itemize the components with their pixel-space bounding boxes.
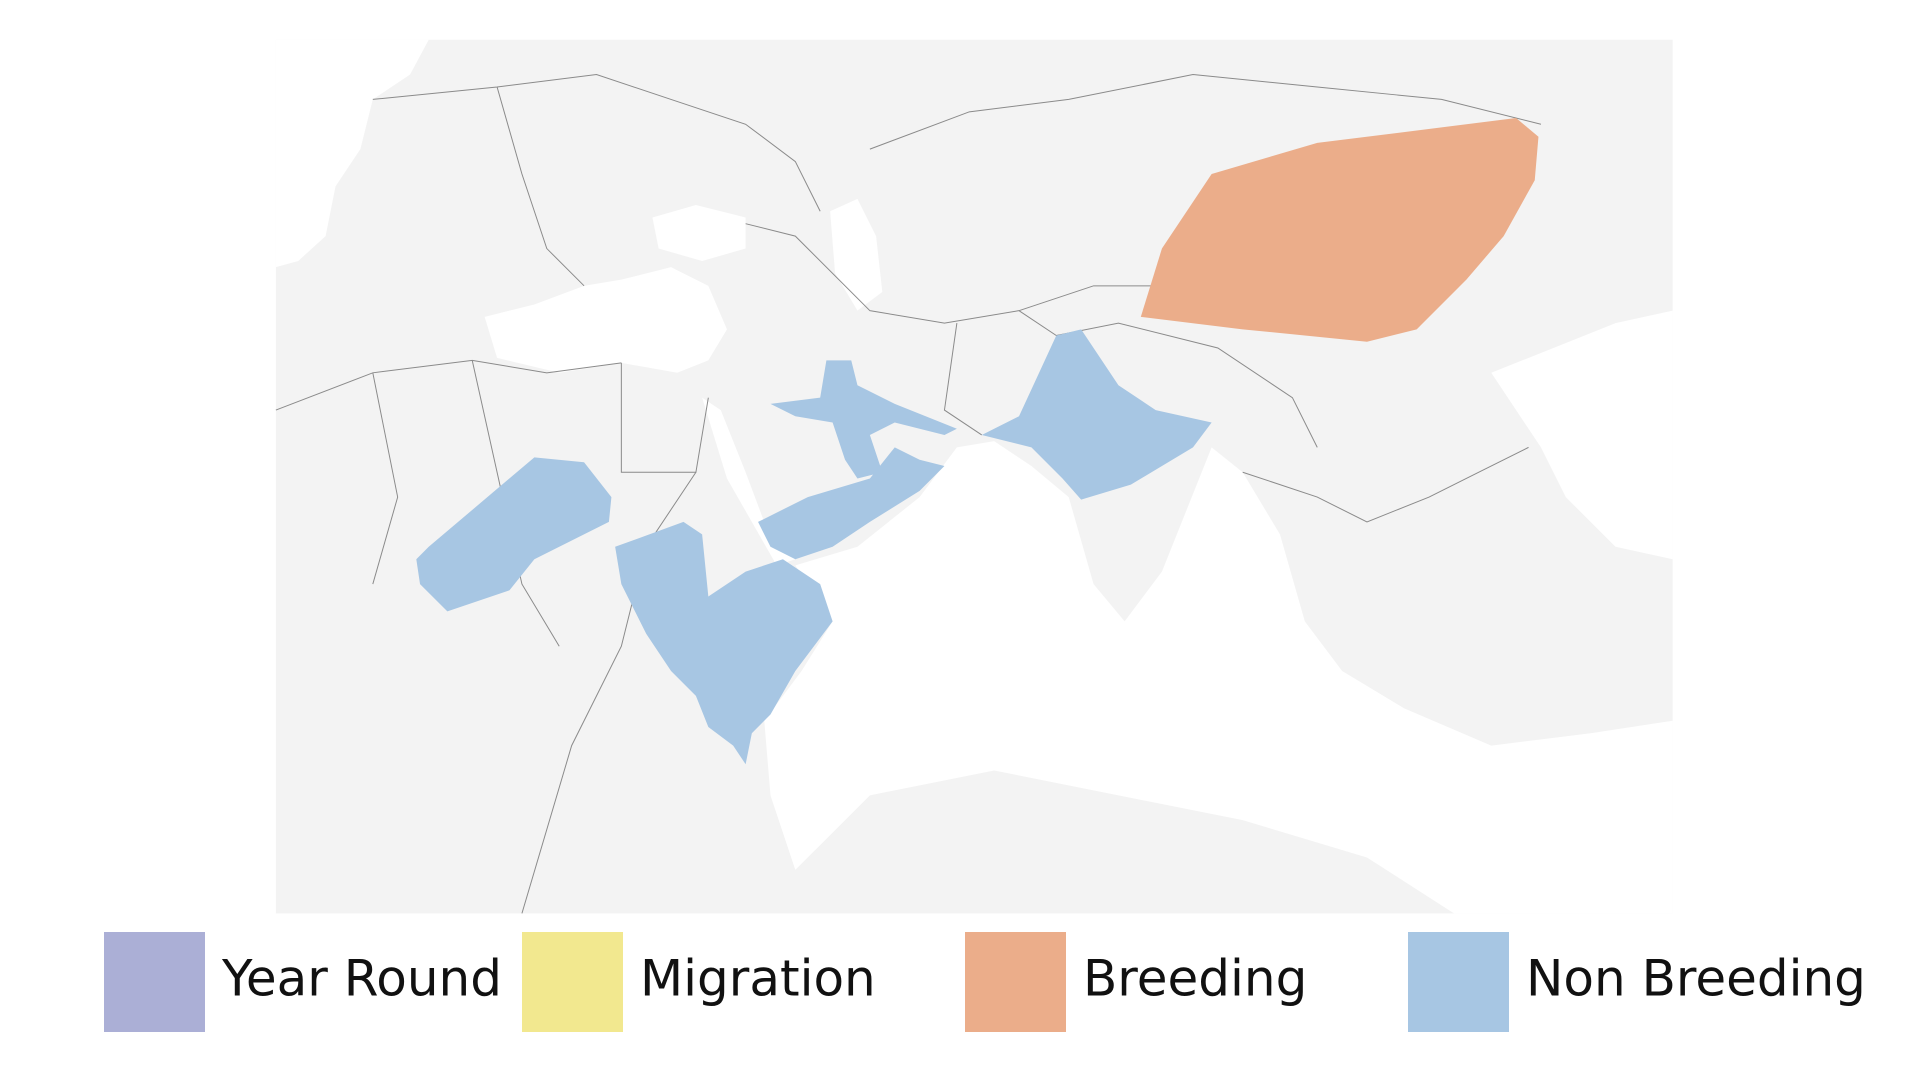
legend-swatch — [104, 932, 205, 1032]
range-area — [416, 457, 612, 612]
sea — [484, 267, 727, 373]
sea — [830, 198, 883, 311]
legend-label: Breeding — [1083, 950, 1307, 1008]
sea — [702, 397, 796, 566]
legend-label: Non Breeding — [1526, 950, 1866, 1008]
sea — [275, 39, 429, 268]
range-area — [981, 329, 1212, 500]
breeding-range — [1140, 118, 1539, 342]
range-area — [758, 447, 945, 560]
legend-label: Year Round — [221, 950, 502, 1008]
legend-swatch — [522, 932, 623, 1032]
range-area — [770, 360, 957, 479]
legend-swatch — [965, 932, 1066, 1032]
sea — [1491, 310, 1673, 560]
range-area — [615, 521, 833, 765]
map — [275, 39, 1673, 914]
legend-swatch — [1408, 932, 1509, 1032]
legend: Year Round Migration Breeding Non Breeding — [104, 932, 1866, 1032]
sea — [652, 205, 746, 261]
legend-label: Migration — [640, 950, 876, 1008]
sea — [764, 441, 1673, 914]
non-breeding-range — [416, 329, 1212, 765]
